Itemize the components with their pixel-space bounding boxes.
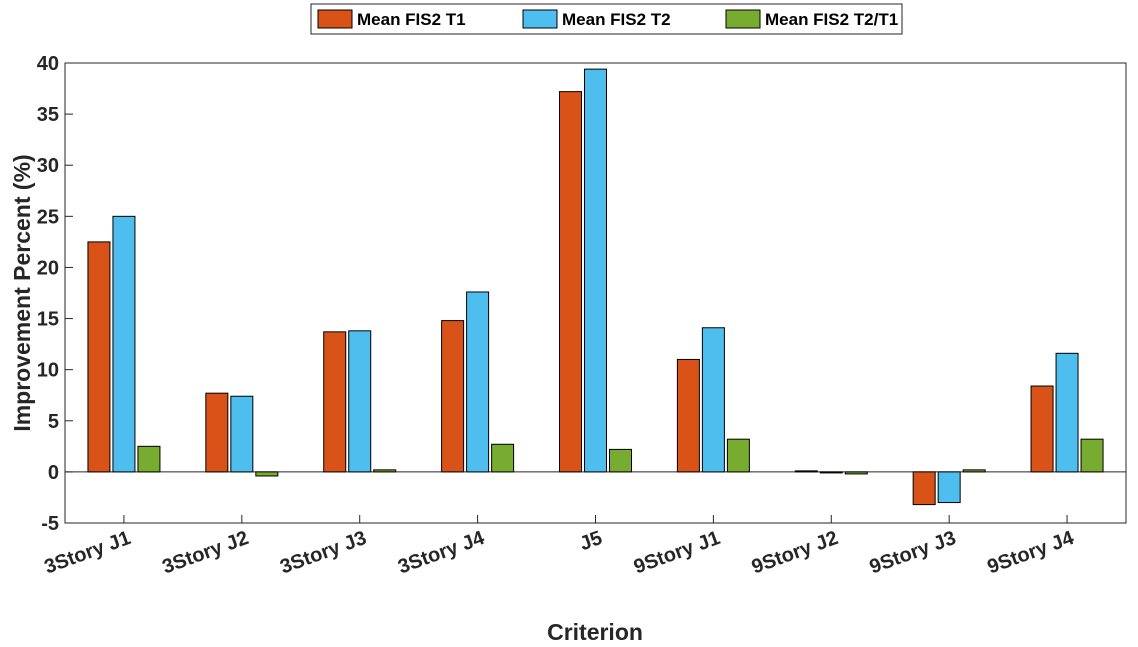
bar-1-2: [205, 392, 229, 473]
y-tick-label: 5: [48, 411, 59, 433]
bar-2-5: [584, 68, 607, 473]
x-axis: 3Story J1 3Story J2 3Story J3 3Story J4 J5 9S…: [41, 515, 1078, 579]
bar-1-6: [676, 358, 700, 473]
bar-3-9: [1080, 438, 1104, 473]
bar-1-7: [794, 470, 818, 473]
x-tick-label: 3Story J3: [277, 527, 369, 578]
y-tick-label: 20: [37, 257, 59, 279]
bar-3-3: [373, 469, 397, 473]
legend-label-2: Mean FIS2 T2: [562, 10, 671, 29]
bar-1-9: [1030, 385, 1054, 473]
bar-3-5: [609, 448, 632, 473]
x-axis-label: Criterion: [547, 619, 643, 645]
legend: Mean FIS2 T1 Mean FIS2 T2 Mean FIS2 T2/T1: [310, 3, 903, 35]
bar-3-2: [255, 471, 279, 477]
bar-1-8: [912, 471, 936, 506]
y-tick-label: 0: [48, 462, 59, 484]
y-tick-label: 30: [37, 155, 59, 177]
bar-1-4: [441, 320, 465, 473]
bars-layer: [87, 68, 1104, 506]
bar-2-2: [230, 395, 254, 473]
x-tick-label: 3Story J2: [159, 527, 251, 578]
bar-2-9: [1055, 352, 1079, 473]
y-axis: -5 0 5 10 15 20 25 30 35 40: [37, 53, 73, 535]
bar-3-4: [491, 443, 515, 473]
bar-3-7: [844, 471, 868, 475]
legend-swatch-3: [725, 9, 761, 29]
y-tick-label: 25: [37, 206, 59, 228]
x-tick-label: 9Story J4: [985, 527, 1078, 579]
bar-2-7: [819, 471, 843, 474]
bar-1-3: [323, 331, 347, 473]
legend-label-1: Mean FIS2 T1: [357, 10, 466, 29]
bar-1-5: [559, 91, 582, 473]
bar-3-8: [962, 469, 986, 473]
y-tick-label: -5: [41, 513, 59, 535]
x-tick-label: J5: [577, 527, 605, 555]
legend-swatch-1: [317, 9, 353, 29]
legend-swatch-2: [522, 9, 558, 29]
x-tick-label: 3Story J4: [395, 527, 488, 579]
y-tick-label: 35: [37, 104, 59, 126]
legend-box: [310, 3, 903, 35]
bar-2-8: [937, 471, 961, 504]
x-tick-label: 9Story J3: [867, 527, 959, 578]
x-tick-label: 9Story J1: [631, 527, 723, 578]
bar-2-4: [466, 291, 490, 473]
x-tick-label: 9Story J2: [749, 527, 841, 578]
bar-2-3: [348, 330, 372, 473]
bar-3-1: [137, 445, 161, 473]
legend-label-3: Mean FIS2 T2/T1: [765, 10, 898, 29]
bar-2-1: [112, 215, 136, 473]
y-axis-label: Improvement Percent (%): [9, 154, 35, 431]
y-tick-label: 10: [37, 360, 59, 382]
bar-1-1: [87, 241, 111, 473]
bar-2-6: [701, 327, 725, 473]
y-tick-label: 15: [37, 309, 59, 331]
bar-3-6: [726, 438, 750, 473]
y-tick-label: 40: [37, 53, 59, 75]
